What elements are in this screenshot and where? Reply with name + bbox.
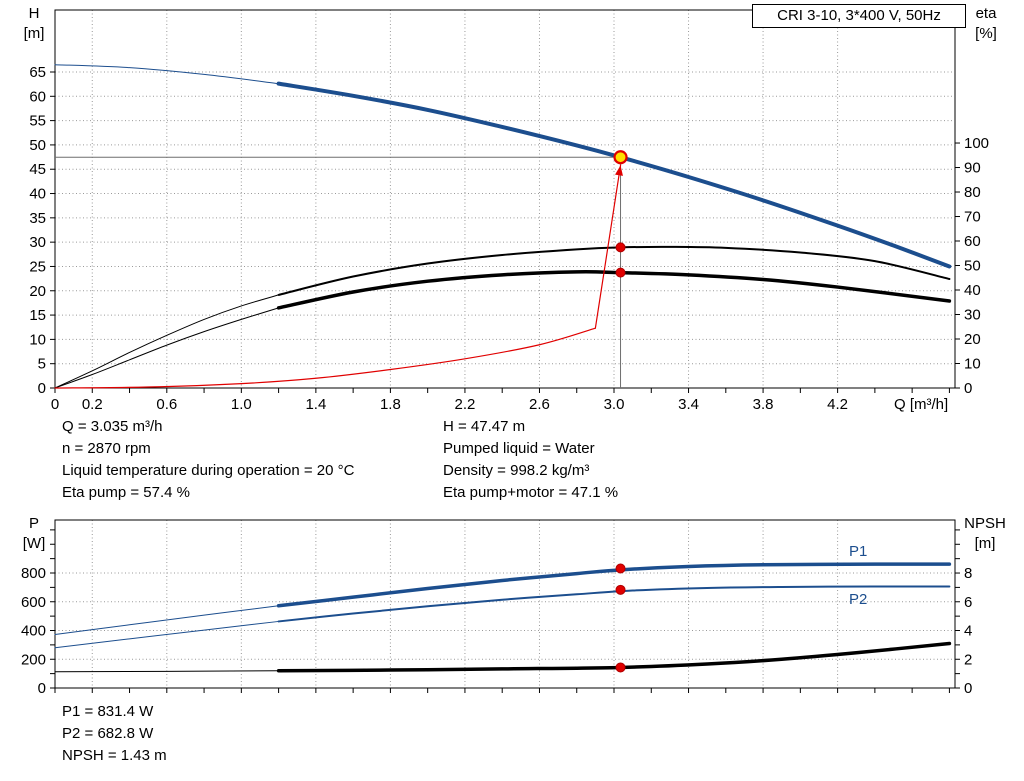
x-tick-label: 3.0 bbox=[604, 396, 625, 413]
y-right-tick-label: 6 bbox=[964, 594, 972, 611]
y-left-tick-label: 25 bbox=[29, 258, 46, 275]
eta-pump-motor-marker bbox=[615, 267, 626, 278]
y-right-tick-label: 90 bbox=[964, 160, 981, 177]
plot-frame bbox=[54, 9, 956, 389]
y-right-tick-label: 0 bbox=[964, 680, 972, 697]
y-right-tick-label: 8 bbox=[964, 565, 972, 582]
y-left-tick-label: 55 bbox=[29, 113, 46, 130]
npsh-thin-curve bbox=[54, 670, 280, 673]
info-p2: P2 = 682.8 W bbox=[62, 725, 154, 742]
x-tick-label: 0.2 bbox=[82, 396, 103, 413]
y-left-tick-label: 5 bbox=[38, 356, 46, 373]
pump-title-box: CRI 3-10, 3*400 V, 50Hz bbox=[752, 4, 966, 28]
h-axis-title-line2: [m] bbox=[23, 25, 45, 42]
p-axis-title-line1: P bbox=[28, 515, 39, 532]
h-axis-title-line1: H bbox=[28, 5, 40, 22]
info-speed: n = 2870 rpm bbox=[62, 440, 151, 457]
y-left-tick-label: 50 bbox=[29, 137, 46, 154]
y-left-tick-label: 45 bbox=[29, 161, 46, 178]
y-left-tick-label: 60 bbox=[29, 88, 46, 105]
plot-frame bbox=[54, 519, 956, 689]
h-axis-title: H [m] bbox=[16, 4, 52, 44]
eta-pump-marker bbox=[615, 242, 626, 253]
npsh-axis-title-line1: NPSH bbox=[964, 515, 1006, 532]
eta-axis-title-line2: [%] bbox=[975, 25, 997, 42]
p2-thin-curve bbox=[54, 620, 280, 649]
eta-pump-motor-thin-curve bbox=[54, 307, 280, 389]
x-tick-label: 3.4 bbox=[678, 396, 699, 413]
duty-arrow-arrowhead bbox=[615, 165, 623, 176]
x-tick-label: 0.6 bbox=[156, 396, 177, 413]
p1-curve bbox=[276, 562, 952, 608]
p-axis-title: P [W] bbox=[16, 514, 52, 554]
eta-pump-thin-curve bbox=[54, 294, 280, 389]
x-tick-label: 4.2 bbox=[827, 396, 848, 413]
info-pumped-liquid: Pumped liquid = Water bbox=[443, 440, 595, 457]
y-left-tick-label: 800 bbox=[21, 565, 46, 582]
y-right-tick-label: 10 bbox=[964, 356, 981, 373]
x-tick-label: 2.2 bbox=[455, 396, 476, 413]
info-liquid-temp: Liquid temperature during operation = 20… bbox=[62, 462, 355, 479]
y-right-tick-label: 4 bbox=[964, 623, 972, 640]
npsh-marker bbox=[615, 662, 626, 673]
p2-curve-label: P2 bbox=[849, 591, 868, 608]
p1-thin-curve bbox=[54, 605, 280, 636]
y-left-tick-label: 20 bbox=[29, 283, 46, 300]
x-tick-label: 1.8 bbox=[380, 396, 401, 413]
y-left-tick-label: 600 bbox=[21, 594, 46, 611]
y-left-tick-label: 15 bbox=[29, 307, 46, 324]
info-eta-pump: Eta pump = 57.4 % bbox=[62, 484, 190, 501]
eta-axis-title-line1: eta bbox=[975, 5, 997, 22]
info-head: H = 47.47 m bbox=[443, 418, 526, 435]
p1-curve-label: P1 bbox=[849, 543, 868, 560]
p2-curve bbox=[277, 585, 951, 623]
y-left-tick-label: 65 bbox=[29, 64, 46, 81]
system-curve-curve bbox=[54, 327, 596, 389]
y-left-tick-label: 30 bbox=[29, 234, 46, 251]
npsh-axis-title-line2: [m] bbox=[974, 535, 996, 552]
head-thin-curve bbox=[54, 64, 280, 85]
npsh-curve bbox=[276, 641, 952, 673]
y-left-tick-label: 0 bbox=[38, 380, 46, 397]
eta-axis-title: eta [%] bbox=[965, 4, 1007, 44]
y-left-tick-label: 0 bbox=[38, 680, 46, 697]
y-right-tick-label: 80 bbox=[964, 184, 981, 201]
y-right-tick-label: 70 bbox=[964, 209, 981, 226]
y-right-tick-label: 50 bbox=[964, 258, 981, 275]
y-left-tick-label: 400 bbox=[21, 623, 46, 640]
x-tick-label: 1.4 bbox=[305, 396, 326, 413]
p-axis-title-line2: [W] bbox=[22, 535, 46, 552]
x-tick-label: 0 bbox=[51, 396, 59, 413]
eta-pump-motor-curve bbox=[276, 270, 952, 310]
y-left-tick-label: 35 bbox=[29, 210, 46, 227]
y-left-tick-label: 40 bbox=[29, 186, 46, 203]
y-right-tick-label: 2 bbox=[964, 651, 972, 668]
duty-point-marker[interactable] bbox=[613, 150, 628, 165]
x-tick-label: 1.0 bbox=[231, 396, 252, 413]
y-right-tick-label: 100 bbox=[964, 135, 989, 152]
y-right-tick-label: 20 bbox=[964, 331, 981, 348]
y-right-tick-label: 60 bbox=[964, 233, 981, 250]
x-tick-label: 3.8 bbox=[753, 396, 774, 413]
duty-arrow-curve bbox=[594, 164, 622, 329]
y-right-tick-label: 30 bbox=[964, 307, 981, 324]
info-density: Density = 998.2 kg/m³ bbox=[443, 462, 590, 479]
x-tick-label: 2.6 bbox=[529, 396, 550, 413]
info-p1: P1 = 831.4 W bbox=[62, 703, 154, 720]
q-axis-title: Q [m³/h] bbox=[894, 396, 949, 413]
p1-marker bbox=[615, 563, 626, 574]
y-right-tick-label: 0 bbox=[964, 380, 972, 397]
y-left-tick-label: 200 bbox=[21, 651, 46, 668]
info-q: Q = 3.035 m³/h bbox=[62, 418, 163, 435]
p2-marker bbox=[615, 584, 626, 595]
info-npsh: NPSH = 1.43 m bbox=[62, 747, 167, 764]
npsh-axis-title: NPSH [m] bbox=[957, 514, 1013, 554]
y-right-tick-label: 40 bbox=[964, 282, 981, 299]
info-eta-pump-motor: Eta pump+motor = 47.1 % bbox=[443, 484, 619, 501]
y-left-tick-label: 10 bbox=[29, 331, 46, 348]
